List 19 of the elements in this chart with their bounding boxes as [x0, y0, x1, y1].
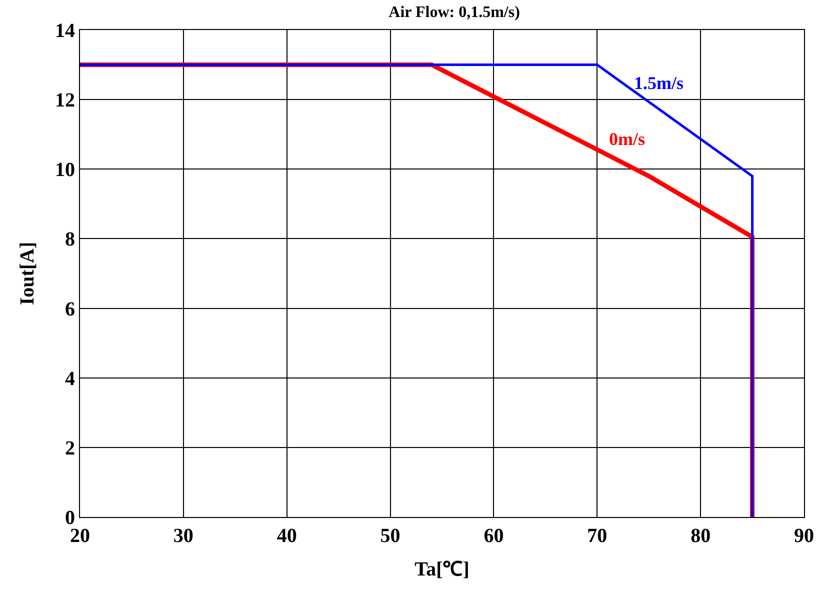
x-tick-label: 70 — [587, 525, 608, 547]
x-tick-label: 80 — [690, 525, 711, 547]
y-tick-label: 12 — [55, 90, 75, 112]
x-tick-label: 90 — [794, 525, 814, 547]
chart-title: Air Flow: 0,1.5m/s) — [388, 4, 520, 22]
y-tick-label: 14 — [55, 20, 75, 42]
series-label: 0m/s — [609, 129, 645, 149]
x-tick-label: 60 — [484, 525, 504, 547]
y-tick-label: 8 — [65, 228, 75, 251]
x-tick-label: 30 — [173, 525, 194, 547]
x-tick-label: 40 — [276, 525, 297, 547]
y-tick-label: 2 — [65, 437, 75, 460]
y-tick-label: 4 — [65, 368, 75, 390]
y-tick-label: 6 — [65, 298, 75, 320]
y-axis-title: Iout[A] — [16, 242, 38, 306]
x-tick-label: 50 — [380, 525, 400, 547]
x-axis-title: Ta[℃] — [414, 558, 470, 580]
y-tick-label: 10 — [55, 159, 75, 182]
series-label: 1.5m/s — [634, 73, 684, 93]
